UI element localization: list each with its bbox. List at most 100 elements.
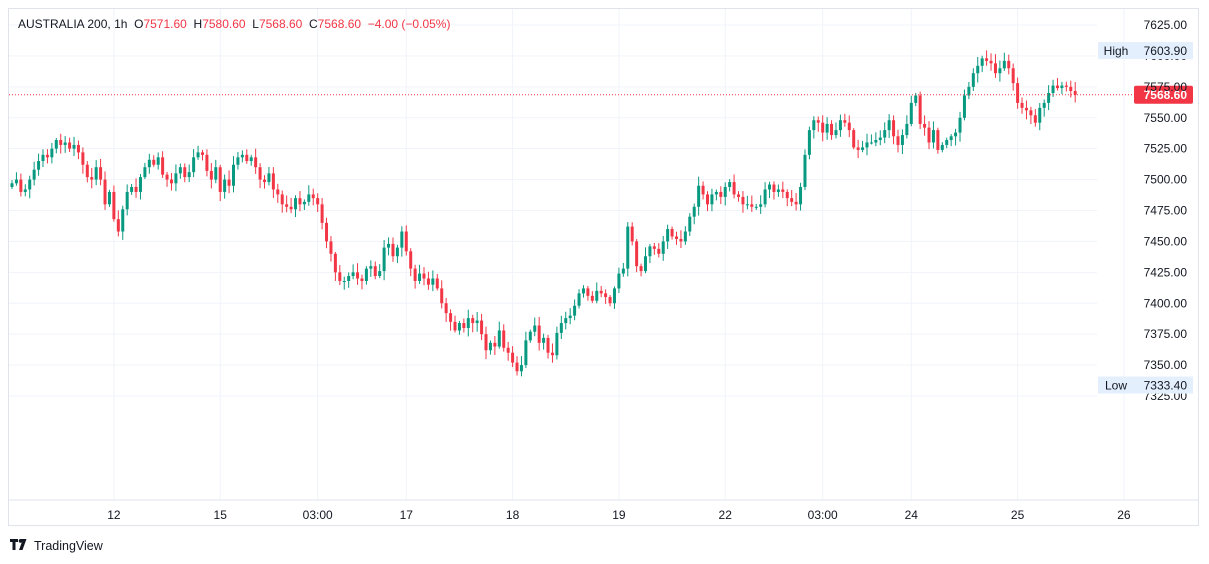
- candle-body: [768, 184, 772, 190]
- candle-body: [949, 136, 953, 141]
- candle-body: [165, 174, 169, 180]
- legend-open-label: O: [134, 17, 144, 31]
- candle-body: [573, 305, 577, 316]
- candle-body: [759, 204, 763, 207]
- candle-body: [404, 231, 408, 252]
- candle-body: [59, 140, 63, 145]
- candle-body: [112, 191, 116, 220]
- candle-body: [781, 189, 785, 192]
- candle-body: [697, 185, 701, 207]
- candle-body: [364, 268, 368, 281]
- candle-body: [799, 187, 803, 205]
- candle-body: [728, 182, 732, 188]
- x-tick-label: 19: [612, 508, 626, 522]
- legend-close-label: C: [309, 17, 318, 31]
- candle-body: [413, 268, 417, 281]
- candle-body: [471, 318, 475, 324]
- last-price-badge: [1134, 85, 1193, 104]
- candle-body: [147, 159, 151, 168]
- candle-body: [679, 238, 683, 242]
- candle-body: [457, 323, 461, 331]
- candle-body: [838, 120, 842, 131]
- candle-body: [706, 194, 710, 205]
- candle-body: [586, 288, 590, 296]
- candle-body: [555, 332, 559, 356]
- candle-body: [205, 154, 209, 171]
- candle-body: [559, 323, 563, 333]
- candle-body: [68, 142, 72, 149]
- y-tick-label: 7350.00: [1144, 358, 1188, 372]
- candle-body: [360, 278, 364, 281]
- candle-body: [183, 167, 187, 178]
- price-axis[interactable]: 7325.007350.007375.007400.007425.007450.…: [1098, 18, 1193, 403]
- candle-body: [1007, 60, 1011, 69]
- candle-body: [635, 241, 639, 267]
- candle-body: [449, 313, 453, 322]
- candle-body: [723, 187, 727, 197]
- legend-high-label: H: [193, 17, 203, 31]
- candle-body: [675, 236, 678, 239]
- candle-body: [515, 362, 519, 372]
- candle-body: [936, 130, 940, 150]
- legend-symbol: AUSTRALIA 200: [18, 17, 108, 31]
- y-tick-label: 7625.00: [1144, 18, 1188, 32]
- candle-body: [497, 330, 501, 347]
- time-axis[interactable]: 12 15 03:00 17 18 19 22 03:00 24 25 26: [9, 499, 1199, 522]
- y-tick-label: 7475.00: [1144, 204, 1188, 218]
- high-marker-value: 7603.90: [1144, 44, 1188, 58]
- candle-body: [121, 209, 125, 232]
- candle-body: [426, 278, 430, 285]
- candle-body: [550, 352, 554, 356]
- candle-body: [617, 273, 621, 289]
- candle-body: [351, 272, 355, 277]
- x-tick-label: 03:00: [808, 508, 838, 522]
- candle-body: [192, 157, 196, 173]
- candle-body: [524, 340, 528, 366]
- legend-low-label: L: [252, 17, 259, 31]
- candle-body: [245, 154, 249, 162]
- candle-body: [940, 144, 944, 150]
- candle-body: [285, 204, 289, 207]
- candle-body: [440, 288, 444, 304]
- candle-body: [81, 152, 85, 165]
- candle-body: [980, 58, 984, 66]
- candle-body: [732, 182, 736, 195]
- candle-body: [311, 194, 315, 199]
- candle-body: [240, 154, 244, 158]
- candle-body: [1069, 86, 1073, 92]
- candle-body: [843, 120, 847, 123]
- candle-body: [342, 280, 346, 282]
- candle-body: [869, 142, 873, 144]
- legend-high-value: 7580.60: [202, 17, 246, 31]
- candle-body: [776, 189, 780, 192]
- candle-body: [967, 86, 971, 96]
- candle-body: [90, 177, 94, 180]
- candle-body: [905, 123, 909, 136]
- candle-body: [763, 189, 767, 205]
- candle-body: [989, 60, 993, 64]
- candle-body: [347, 276, 351, 281]
- candle-body: [772, 184, 776, 192]
- candle-body: [785, 191, 789, 199]
- candle-body: [794, 201, 798, 205]
- tradingview-logo-icon: [10, 537, 30, 553]
- candle-body: [931, 130, 935, 143]
- tradingview-name: TradingView: [34, 538, 103, 553]
- candle-body: [847, 122, 851, 131]
- candle-body: [710, 194, 714, 205]
- candle-body: [612, 288, 616, 304]
- candle-body: [223, 179, 227, 192]
- candle-body: [666, 229, 670, 242]
- tradingview-brand[interactable]: TradingView: [10, 537, 103, 553]
- candle-body: [1055, 85, 1059, 89]
- candle-body: [298, 198, 302, 205]
- candle-body: [564, 318, 568, 324]
- candle-body: [577, 293, 581, 306]
- candle-body: [254, 157, 258, 168]
- candle-body: [338, 272, 342, 281]
- candle-body: [116, 219, 120, 232]
- candle-body: [900, 135, 904, 145]
- candle-body: [692, 206, 696, 217]
- y-tick-label: 7375.00: [1144, 327, 1188, 341]
